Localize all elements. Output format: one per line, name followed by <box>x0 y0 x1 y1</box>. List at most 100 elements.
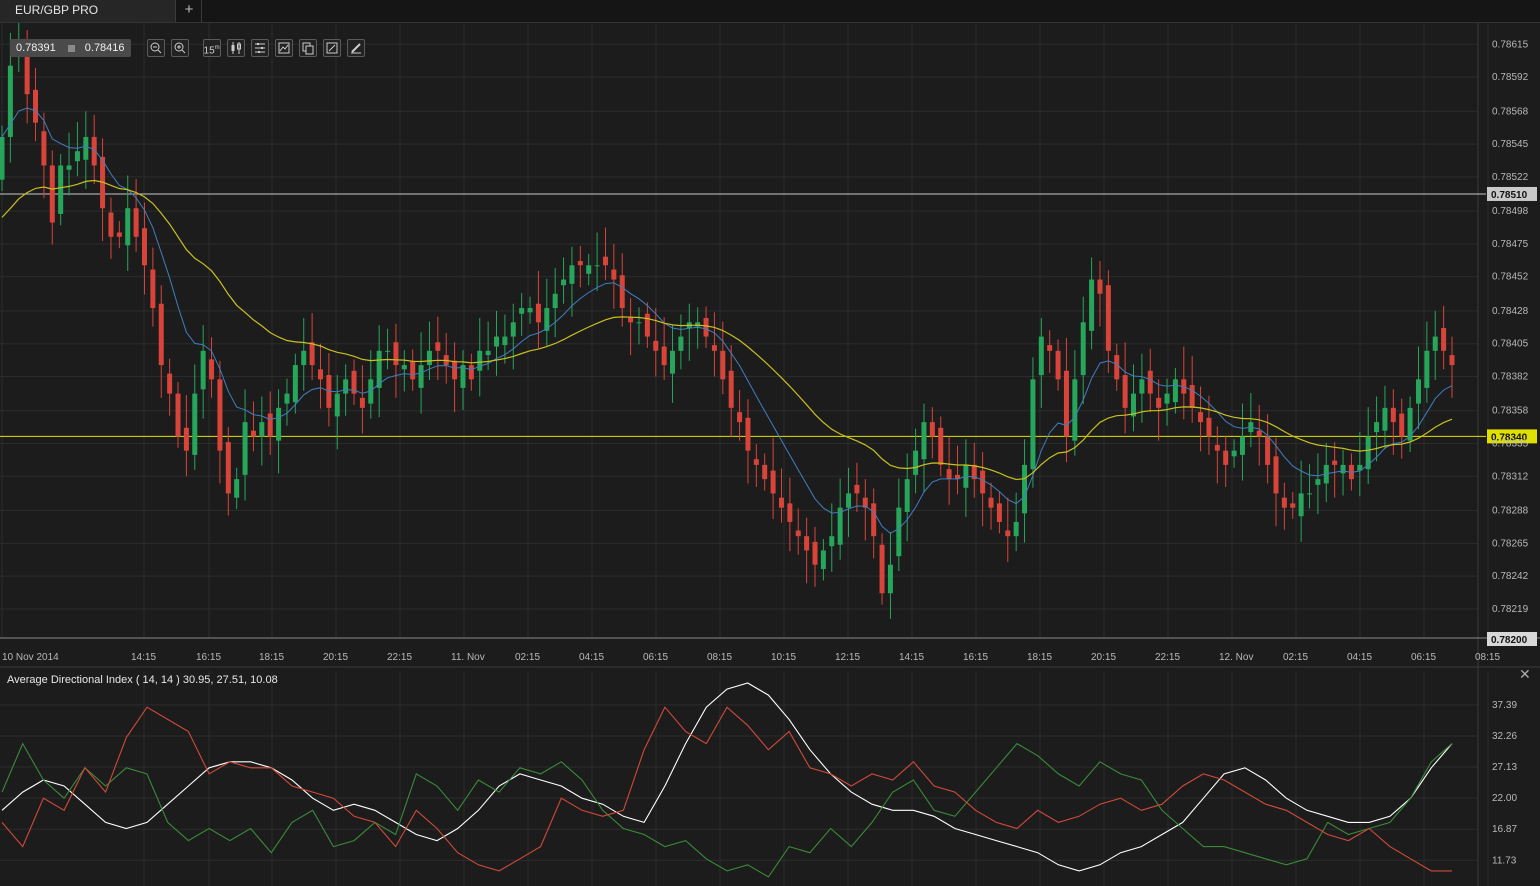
adx-series-line-0 <box>1 682 1453 872</box>
candle-body <box>1273 456 1279 494</box>
tab-title: EUR/GBP PRO <box>15 3 99 17</box>
candle-body <box>108 212 114 237</box>
candle-body <box>720 350 726 380</box>
candle-body <box>83 136 89 160</box>
candle-body <box>921 422 927 460</box>
zoom-in-button[interactable] <box>170 39 189 57</box>
candle-body <box>150 269 156 309</box>
zoom-in-icon <box>174 42 185 54</box>
candle-body <box>1105 285 1111 351</box>
candle-body <box>334 393 340 417</box>
adx-tick-label: 32.26 <box>1492 731 1517 742</box>
timeframe-button[interactable]: 15m <box>202 39 221 57</box>
candle-body <box>209 359 215 380</box>
candle-body <box>234 479 240 498</box>
candle-body <box>393 342 399 366</box>
candle-body <box>510 322 516 337</box>
candle-body <box>1298 493 1304 517</box>
price-tick-label: 0.78288 <box>1492 506 1529 517</box>
adx-tick-label: 16.87 <box>1492 824 1517 835</box>
candle-body <box>619 275 625 309</box>
candle-body <box>544 308 550 331</box>
candle-body <box>1047 345 1053 351</box>
candle-body <box>711 345 717 351</box>
eraser-button[interactable] <box>346 39 365 57</box>
time-tick-label: 14:15 <box>899 652 924 663</box>
close-indicator-icon[interactable]: ✕ <box>1519 666 1531 682</box>
candle-body <box>1198 412 1204 423</box>
candle-body <box>1424 350 1430 388</box>
candle-body <box>837 507 843 545</box>
adx-title: Average Directional Index ( 14, 14 ) 30.… <box>7 674 278 686</box>
candle-body <box>1097 279 1103 294</box>
candle-body <box>376 350 382 388</box>
candle-body <box>368 379 374 404</box>
add-tab-button[interactable]: + <box>177 0 202 22</box>
candle-body <box>41 131 47 166</box>
candle-body <box>452 360 458 380</box>
candle-body <box>820 550 826 569</box>
tab-eurgbp[interactable]: EUR/GBP PRO <box>0 0 176 22</box>
candle-body <box>502 336 508 346</box>
candle-body <box>1122 375 1128 408</box>
candle-body <box>175 393 181 437</box>
moving-average-short <box>1 107 1453 534</box>
adx-grid <box>0 671 1489 886</box>
candle-body <box>862 497 868 508</box>
time-tick-label: 20:15 <box>1091 652 1116 663</box>
bid-ask-box[interactable]: 0.78391 0.78416 <box>10 39 131 57</box>
candle-body <box>787 503 793 522</box>
candle-body <box>1390 407 1396 423</box>
candle-body <box>292 365 298 403</box>
candle-body <box>74 151 80 162</box>
duplicate-button[interactable] <box>298 39 317 57</box>
price-tick-label: 0.78242 <box>1492 571 1529 582</box>
price-tick-label: 0.78219 <box>1492 604 1529 615</box>
candle-body <box>309 342 315 366</box>
candle-body <box>1415 379 1421 404</box>
zoom-out-button[interactable] <box>146 39 165 57</box>
candle-body <box>133 208 139 237</box>
price-tick-label: 0.78615 <box>1492 39 1529 50</box>
bottom-price-box <box>1487 632 1537 646</box>
candle-body <box>1332 460 1338 465</box>
time-tick-label: 10:15 <box>771 652 796 663</box>
candle-body <box>988 497 994 508</box>
candle-body <box>946 469 952 480</box>
candle-body <box>896 507 902 557</box>
candle-body <box>996 503 1002 522</box>
candle-body <box>527 308 533 313</box>
candle-body <box>66 165 72 170</box>
candle-body <box>854 484 860 494</box>
candle-body <box>770 470 776 494</box>
candle-body <box>494 336 500 347</box>
ask-price: 0.78416 <box>84 42 125 54</box>
candle-body <box>1055 350 1061 380</box>
price-tick-label: 0.78568 <box>1492 106 1529 117</box>
candle-body <box>1030 379 1036 470</box>
candle-body <box>1080 322 1086 376</box>
candles <box>0 23 1455 619</box>
price-tick-label: 0.78312 <box>1492 471 1529 482</box>
candle-body <box>485 350 491 356</box>
chart-toolbar: 0.78391 0.78416 15m <box>10 39 365 57</box>
drawing-tool-button[interactable] <box>322 39 341 57</box>
time-tick-label: 12:15 <box>835 652 860 663</box>
adx-tick-label: 22.00 <box>1492 793 1517 804</box>
candle-body <box>1172 379 1178 403</box>
candle-body <box>670 350 676 374</box>
candle-body <box>359 397 365 408</box>
chart-type-button[interactable] <box>274 39 293 57</box>
eraser-icon <box>350 43 361 54</box>
candle-body <box>1231 450 1237 457</box>
candle-body <box>938 427 944 465</box>
candle-body <box>1089 279 1095 331</box>
tab-bar: EUR/GBP PRO + <box>0 0 1540 23</box>
candlestick-button[interactable] <box>226 39 245 57</box>
candle-body <box>1038 336 1044 376</box>
candle-body <box>24 55 30 95</box>
candle-body <box>929 422 935 437</box>
indicators-button[interactable] <box>250 39 269 57</box>
candle-body <box>653 340 659 351</box>
